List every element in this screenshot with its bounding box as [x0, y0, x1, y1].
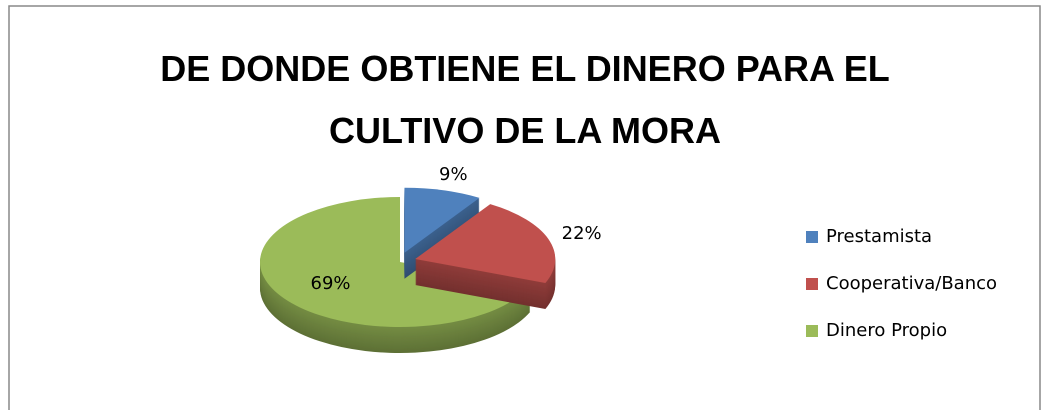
- legend-label: Cooperativa/Banco: [826, 273, 997, 294]
- legend-swatch: [806, 278, 818, 290]
- data-label: 9%: [439, 164, 468, 185]
- pie-slice: [259, 197, 531, 353]
- slice-top: [259, 197, 531, 327]
- legend-swatch: [806, 325, 818, 337]
- data-label: 22%: [562, 223, 602, 244]
- slice-top: [415, 204, 556, 283]
- legend-swatch: [806, 231, 818, 243]
- legend-label: Prestamista: [826, 226, 932, 247]
- data-label: 69%: [311, 273, 351, 294]
- chart-title: DE DONDE OBTIENE EL DINERO PARA EL CULTI…: [160, 48, 890, 151]
- legend-label: Dinero Propio: [826, 320, 947, 341]
- slice-top: [404, 187, 480, 253]
- chart-border: [8, 5, 1041, 410]
- pie-slice: [415, 204, 556, 309]
